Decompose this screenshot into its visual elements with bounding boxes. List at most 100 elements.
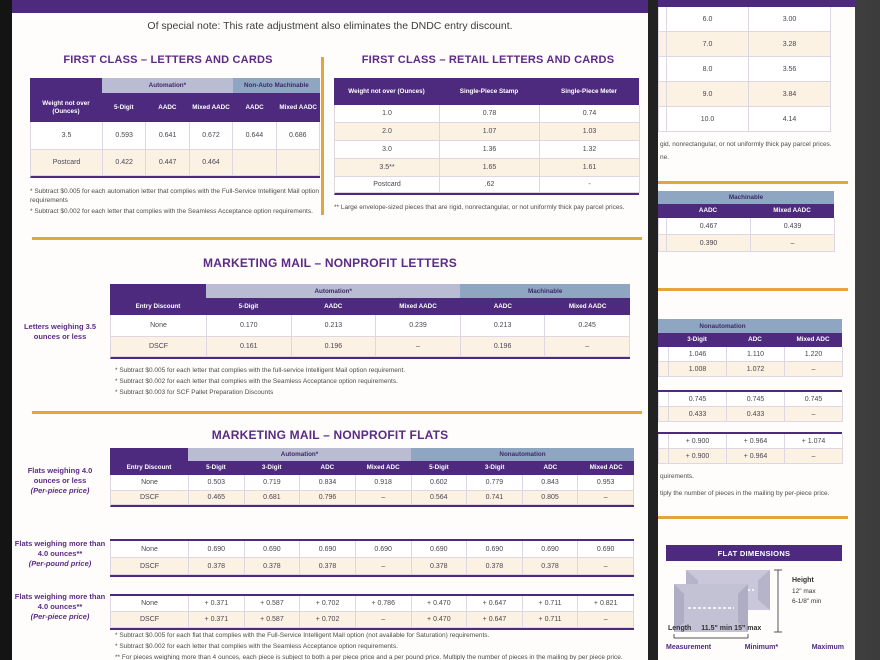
- per-piece-table: + 0.900 + 0.964 + 1.074 + 0.900 + 0.964–: [658, 432, 843, 464]
- table-cell: 0.681: [244, 491, 301, 505]
- header-cell: Weight not over (Ounces): [348, 87, 425, 95]
- table-row: DSCF + 0.371 + 0.587 + 0.702– + 0.470 + 0.647…: [110, 612, 634, 628]
- table-cell: 0.843: [522, 475, 579, 491]
- header-cell: Weight not over (Ounces): [42, 99, 90, 115]
- header-cell: AADC: [245, 103, 264, 111]
- table-cell: 0.690: [411, 541, 468, 558]
- table-cell: 0.378: [189, 558, 245, 575]
- table-cell: –: [578, 491, 634, 505]
- cutoff-note: gid, nonrectangular, or not uniformly th…: [660, 141, 832, 148]
- table-cell: [659, 7, 667, 32]
- table-cell: 0.433: [669, 407, 727, 422]
- header-cell: ADC: [320, 464, 335, 472]
- table-row: None 0.503 0.719 0.834 0.918 0.602 0.779 0.843 0…: [110, 475, 634, 491]
- table-cell: [276, 150, 320, 176]
- table-cell: 2.0: [335, 123, 440, 141]
- table-cell: 0.74: [540, 105, 640, 123]
- table-cell: 0.465: [189, 491, 245, 505]
- special-note: Of special note: This rate adjustment al…: [147, 20, 513, 32]
- table-cell: 3.0: [335, 141, 440, 159]
- fc-letters-title: FIRST CLASS – LETTERS AND CARDS: [63, 54, 273, 66]
- header-cell: Mixed AADC: [568, 302, 607, 310]
- table-row: Postcard 0.422 0.447 0.464: [30, 150, 320, 178]
- table-cell: 3.56: [749, 57, 831, 82]
- table-cell: + 0.470: [411, 612, 468, 628]
- np-letters-footnotes: * Subtract $0.005 for each letter that c…: [115, 366, 595, 399]
- table-row: 0.433 0.433–: [658, 407, 843, 422]
- table-cell: 0.447: [146, 150, 190, 176]
- table-row: + 0.900 + 0.964 + 1.074: [658, 434, 843, 449]
- table-cell: 0.196: [291, 337, 377, 357]
- table-row: DSCF 0.465 0.681 0.796–0.564 0.741 0.805–: [110, 491, 634, 507]
- table-cell: [659, 362, 669, 377]
- page-gap-shadow: [648, 0, 658, 660]
- table-cell: None: [111, 475, 189, 491]
- orange-divider: [32, 237, 642, 240]
- table-row: None 0.690 0.690 0.690 0.690 0.690 0.690 0.690 0…: [110, 541, 634, 558]
- header-cell: 5-Digit: [206, 464, 226, 472]
- np-letters-table: Automation* Machinable Entry Discount 5-D…: [110, 284, 630, 359]
- table-cell: 0.564: [411, 491, 468, 505]
- table-cell: 0.378: [522, 558, 579, 575]
- table-cell: DSCF: [111, 337, 207, 357]
- table-row: 3.0 1.36 1.32: [334, 141, 640, 159]
- table-cell: DSCF: [111, 491, 189, 505]
- fc-letters-table: Automation* Non-Auto Machinable Weight n…: [30, 78, 320, 178]
- table-row: None + 0.371 + 0.587 + 0.702 + 0.786 + 0.470 +…: [110, 596, 634, 612]
- per-pound-table: 0.745 0.745 0.745 0.433 0.433–: [658, 390, 843, 422]
- rate-sheet-page-2: 6.0 3.00 7.0 3.28 8.0 3.56 9.0 3.84 10.0 4.14…: [658, 0, 855, 660]
- table-cell: –: [785, 449, 843, 464]
- table-cell: 0.239: [376, 315, 461, 337]
- table-cell: + 0.711: [522, 596, 579, 612]
- table-cell: 3.5: [31, 122, 103, 150]
- table-row: 0.745 0.745 0.745: [658, 392, 843, 407]
- fc-letters-footnotes: * Subtract $0.005 for each automation le…: [30, 187, 325, 218]
- header-cell: 3-Digit: [484, 464, 505, 472]
- table-cell: 0.422: [103, 150, 147, 176]
- np-letters-title: MARKETING MAIL – NONPROFIT LETTERS: [203, 256, 457, 270]
- table-cell: –: [578, 612, 634, 628]
- header-cell: Entry Discount: [135, 302, 181, 310]
- col-measurement: Measurement: [666, 644, 712, 651]
- header-cell: 5-Digit: [114, 103, 134, 111]
- np-flats-section1-label: Flats weighing 4.0 ounces or less (Per-p…: [14, 466, 106, 496]
- side-label-sub: (Per-piece price): [30, 486, 90, 496]
- table-cell: 1.220: [785, 347, 843, 362]
- corner-cell: [110, 448, 188, 461]
- np-flats-table-section3: None + 0.371 + 0.587 + 0.702 + 0.786 + 0.470 +…: [110, 594, 634, 630]
- table-cell: + 0.964: [727, 449, 785, 464]
- side-label-sub: (Per-piece price): [30, 612, 90, 622]
- table-row: 1.046 1.110 1.220: [658, 347, 843, 362]
- height-max: 12" max: [792, 587, 816, 595]
- table-cell: 0.953: [578, 475, 634, 491]
- page-top-bar: [658, 0, 855, 7]
- footnote: * Subtract $0.002 for each letter that c…: [30, 208, 313, 216]
- table-cell: 0.161: [207, 337, 292, 357]
- footnote: ** For pieces weighing more than 4 ounce…: [115, 653, 623, 660]
- table-cell: + 0.587: [244, 612, 301, 628]
- band-nonautomation: Nonautomation: [411, 448, 634, 461]
- table-cell: [233, 150, 277, 176]
- table-cell: + 0.900: [669, 449, 727, 464]
- header-cell: Single-Piece Meter: [561, 87, 617, 95]
- table-cell: 0.245: [545, 315, 630, 337]
- table-cell: 0.602: [411, 475, 468, 491]
- table-cell: –: [355, 558, 412, 575]
- table-cell: –: [376, 337, 461, 357]
- table-cell: + 0.964: [727, 434, 785, 449]
- table-cell: 1.008: [669, 362, 727, 377]
- table-cell: 0.745: [669, 392, 727, 407]
- table-cell: 0.690: [244, 541, 301, 558]
- page-top-bar: [12, 0, 648, 13]
- header-cell: Mixed ADC: [366, 464, 400, 472]
- header-cell: AADC: [698, 207, 718, 215]
- table-cell: 0.779: [467, 475, 523, 491]
- orange-divider: [658, 288, 848, 291]
- table-cell: 1.046: [669, 347, 727, 362]
- length-annotation: Length 11.5" min 15" max: [668, 625, 848, 632]
- table-cell: + 0.371: [189, 612, 245, 628]
- table-cell: 0.719: [244, 475, 301, 491]
- table-cell: 0.686: [276, 122, 320, 150]
- nonautomation-header-row: 3-Digit ADC Mixed ADC: [658, 333, 842, 347]
- table-cell: 3.28: [749, 32, 831, 57]
